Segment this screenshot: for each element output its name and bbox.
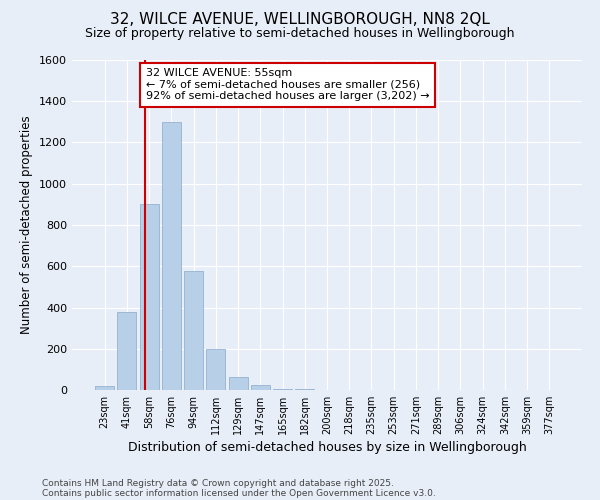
Text: Size of property relative to semi-detached houses in Wellingborough: Size of property relative to semi-detach…: [85, 28, 515, 40]
Bar: [140, 204, 158, 390]
Bar: [162, 122, 181, 390]
X-axis label: Distribution of semi-detached houses by size in Wellingborough: Distribution of semi-detached houses by …: [128, 441, 526, 454]
Bar: [273, 389, 292, 390]
Y-axis label: Number of semi-detached properties: Number of semi-detached properties: [20, 116, 34, 334]
Bar: [95, 386, 114, 390]
Bar: [184, 272, 203, 390]
Bar: [251, 385, 270, 390]
Bar: [118, 312, 136, 390]
Text: 32, WILCE AVENUE, WELLINGBOROUGH, NN8 2QL: 32, WILCE AVENUE, WELLINGBOROUGH, NN8 2Q…: [110, 12, 490, 28]
Text: Contains public sector information licensed under the Open Government Licence v3: Contains public sector information licen…: [42, 488, 436, 498]
Text: 32 WILCE AVENUE: 55sqm
← 7% of semi-detached houses are smaller (256)
92% of sem: 32 WILCE AVENUE: 55sqm ← 7% of semi-deta…: [146, 68, 430, 102]
Bar: [206, 349, 225, 390]
Bar: [229, 376, 248, 390]
Text: Contains HM Land Registry data © Crown copyright and database right 2025.: Contains HM Land Registry data © Crown c…: [42, 478, 394, 488]
